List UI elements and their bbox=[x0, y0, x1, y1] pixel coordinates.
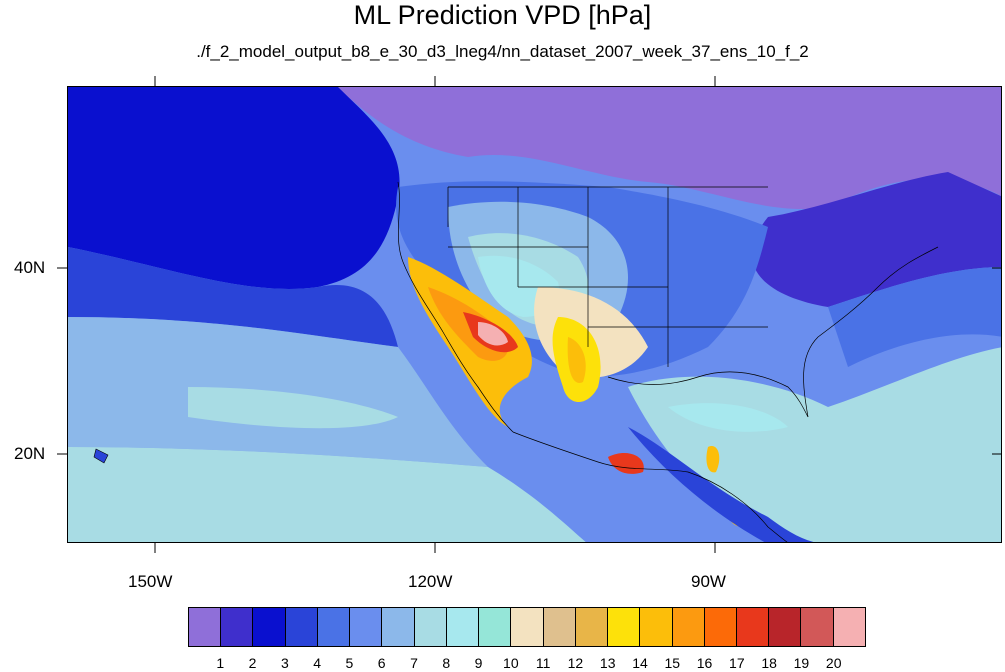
colorbar-label: 16 bbox=[696, 655, 713, 671]
colorbar-label: 20 bbox=[825, 655, 842, 671]
colorbar-swatch bbox=[511, 608, 544, 646]
colorbar-label: 14 bbox=[632, 655, 648, 671]
vpd-contour-field bbox=[68, 87, 1001, 542]
colorbar-label: 10 bbox=[503, 655, 519, 671]
vpd-map-panel bbox=[67, 86, 1002, 543]
colorbar-label: 15 bbox=[664, 655, 681, 671]
lon-label-90w: 90W bbox=[691, 572, 726, 591]
colorbar-label: 19 bbox=[793, 655, 810, 671]
colorbar-swatch bbox=[479, 608, 512, 646]
colorbar-swatch bbox=[640, 608, 673, 646]
colorbar-label: 11 bbox=[535, 655, 551, 671]
colorbar-label: 13 bbox=[599, 655, 616, 671]
colorbar-swatch bbox=[317, 608, 351, 646]
colorbar-swatch bbox=[736, 608, 770, 646]
lat-label-40n: 40N bbox=[14, 258, 46, 277]
colorbar-label: 12 bbox=[567, 655, 584, 671]
colorbar-swatch bbox=[253, 608, 286, 646]
colorbar-swatch bbox=[350, 608, 383, 646]
colorbar-label: 2 bbox=[248, 655, 257, 671]
colorbar-label: 8 bbox=[442, 655, 451, 671]
colorbar-swatch bbox=[414, 608, 447, 646]
colorbar-swatch bbox=[221, 608, 254, 646]
lon-label-150w: 150W bbox=[128, 572, 173, 591]
colorbar-label: 5 bbox=[345, 655, 354, 671]
colorbar-label: 9 bbox=[474, 655, 483, 671]
lon-label-120w: 120W bbox=[408, 572, 453, 591]
colorbar-swatch bbox=[769, 608, 802, 646]
colorbar-swatch bbox=[575, 608, 609, 646]
colorbar-label: 18 bbox=[761, 655, 777, 671]
vpd-colorbar bbox=[188, 607, 866, 647]
map-title: ML Prediction VPD [hPa] bbox=[353, 0, 652, 30]
lat-label-20n: 20N bbox=[14, 444, 46, 463]
colorbar-label: 3 bbox=[280, 655, 289, 671]
colorbar-swatch bbox=[704, 608, 737, 646]
colorbar-swatch bbox=[543, 608, 576, 646]
colorbar-swatch bbox=[285, 608, 318, 646]
colorbar-swatch bbox=[801, 608, 834, 646]
colorbar-label: 7 bbox=[410, 655, 418, 671]
colorbar-label: 4 bbox=[313, 655, 322, 671]
colorbar-label: 1 bbox=[216, 655, 225, 671]
colorbar-label: 17 bbox=[729, 655, 745, 671]
colorbar-swatch bbox=[189, 608, 222, 646]
colorbar-label: 6 bbox=[377, 655, 386, 671]
colorbar-swatch bbox=[608, 608, 641, 646]
colorbar-swatch bbox=[446, 608, 480, 646]
colorbar-swatch bbox=[672, 608, 705, 646]
colorbar-swatch bbox=[833, 608, 865, 646]
colorbar-swatch bbox=[382, 608, 415, 646]
map-subtitle: ./f_2_model_output_b8_e_30_d3_lneg4/nn_d… bbox=[196, 42, 809, 61]
